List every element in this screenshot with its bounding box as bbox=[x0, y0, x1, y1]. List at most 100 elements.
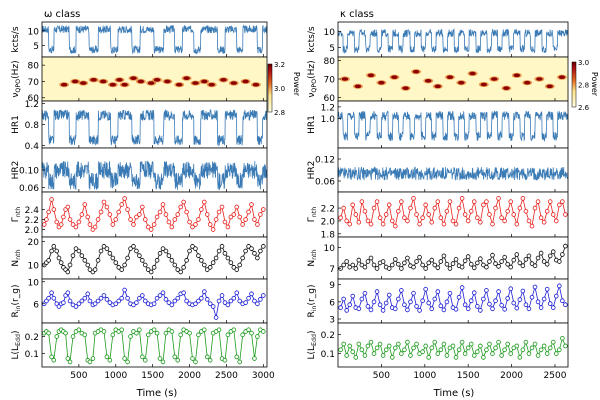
kappa-lum-point-70 bbox=[550, 339, 556, 345]
omega-gamma-point-73 bbox=[249, 202, 254, 207]
omega-gamma-point-52 bbox=[187, 219, 192, 225]
omega-nnth-point-50 bbox=[181, 265, 186, 270]
omega-lum-point-77 bbox=[261, 329, 266, 334]
omega-rin-point-15 bbox=[79, 298, 85, 304]
kappa-gamma-point-7 bbox=[359, 199, 365, 204]
omega-gamma-point-56 bbox=[199, 207, 204, 212]
omega-nnth-point-47 bbox=[172, 262, 178, 268]
omega-nnth-point-56 bbox=[199, 258, 204, 263]
omega-gamma-point-12 bbox=[70, 222, 76, 227]
kappa-nnth-point-34 bbox=[441, 253, 447, 259]
kappa-lum-point-28 bbox=[423, 343, 428, 349]
kappa-lum-point-51 bbox=[493, 345, 498, 351]
kappa-nnth-point-51 bbox=[493, 261, 498, 266]
kappa-lum-point-58 bbox=[514, 343, 520, 349]
kappa-rin-point-70 bbox=[550, 305, 556, 310]
kappa-lum-point-42 bbox=[465, 345, 471, 351]
kappa-lum-point-7 bbox=[359, 347, 365, 353]
kappa-lum-point-68 bbox=[544, 351, 550, 356]
kappa-rin-point-28 bbox=[423, 286, 428, 292]
kappa-rin-point-12 bbox=[374, 289, 380, 294]
omega-nnth-point-33 bbox=[131, 244, 136, 249]
omega-rin-point-29 bbox=[119, 295, 124, 301]
omega-lum-point-32 bbox=[128, 334, 133, 339]
kappa-nnth-point-73 bbox=[560, 252, 565, 257]
omega-gamma-point-42 bbox=[157, 209, 163, 215]
omega-nnth-point-70 bbox=[240, 255, 245, 261]
kappa-gamma-point-27 bbox=[420, 215, 425, 221]
kappa-nnth-point-10 bbox=[368, 255, 374, 261]
kappa-qpo-peak-17 bbox=[536, 77, 543, 81]
kappa-lum-point-2 bbox=[344, 353, 349, 358]
omega-gamma-point-20 bbox=[92, 224, 98, 230]
kappa-rin-point-59 bbox=[517, 297, 523, 302]
omega-lum-point-41 bbox=[154, 330, 160, 336]
kappa-nnth-point-55 bbox=[505, 261, 510, 267]
kappa-panel-qpo: 3.0 2.8 2.6 60 70 80 νQPO(Hz) bbox=[307, 56, 590, 112]
omega-qpo-peak-3 bbox=[90, 78, 97, 82]
omega-rin-point-56 bbox=[199, 295, 204, 301]
omega-rin-point-17 bbox=[85, 291, 91, 297]
omega-colorbar-label: Power bbox=[292, 72, 301, 97]
omega-nnth-point-76 bbox=[258, 248, 263, 254]
kappa-nnth-point-59 bbox=[517, 260, 523, 266]
kappa-hr1-series-line bbox=[337, 110, 569, 142]
omega-hr1-ytick-label-2: 1.2 bbox=[25, 100, 39, 110]
omega-nnth-point-36 bbox=[140, 258, 145, 263]
omega-xaxis-label: Time (s) bbox=[136, 388, 178, 399]
omega-gamma-point-1 bbox=[44, 217, 49, 222]
kappa-nnth-point-38 bbox=[453, 257, 459, 262]
omega-lum-point-67 bbox=[231, 327, 237, 333]
omega-rin-point-23 bbox=[101, 293, 107, 298]
omega-panel-rate: 5 10 kcts/s bbox=[11, 21, 268, 58]
omega-lum-point-58 bbox=[204, 354, 210, 360]
kappa-nnth-point-44 bbox=[471, 265, 477, 271]
kappa-nnth-point-41 bbox=[462, 258, 468, 264]
kappa-nnth-point-3 bbox=[347, 264, 353, 270]
kappa-rin-point-40 bbox=[459, 285, 465, 290]
omega-gamma-point-45 bbox=[166, 219, 172, 225]
kappa-hr1-ytick-label-0: 1.0 bbox=[321, 115, 336, 125]
omega-lum-point-54 bbox=[193, 359, 198, 365]
kappa-gamma-point-51 bbox=[493, 205, 498, 211]
omega-gamma-point-16 bbox=[82, 202, 88, 207]
omega-nnth-point-20 bbox=[92, 267, 98, 272]
kappa-nnth-point-46 bbox=[478, 256, 483, 262]
omega-gamma-point-76 bbox=[258, 212, 263, 217]
kappa-lum-point-14 bbox=[380, 353, 386, 358]
kappa-lum-point-47 bbox=[481, 355, 486, 360]
omega-rin-point-76 bbox=[258, 297, 263, 302]
kappa-rin-point-42 bbox=[465, 306, 471, 312]
omega-rin-point-11 bbox=[67, 298, 73, 304]
omega-nnth-point-5 bbox=[54, 248, 60, 254]
kappa-gamma-point-70 bbox=[550, 212, 556, 217]
omega-lum-point-55 bbox=[196, 332, 201, 338]
omega-gamma-point-14 bbox=[76, 219, 82, 225]
kappa-nnth-point-68 bbox=[544, 261, 550, 267]
kappa-hr2-series-line bbox=[337, 166, 569, 181]
omega-gamma-point-51 bbox=[184, 209, 189, 215]
kappa-lum-axes-frame bbox=[337, 322, 569, 368]
omega-nnth-point-55 bbox=[196, 253, 201, 258]
omega-rin-point-61 bbox=[213, 315, 219, 320]
kappa-rate-ytick-label-1: 10 bbox=[324, 28, 336, 38]
omega-rin-point-64 bbox=[222, 300, 228, 305]
omega-rin-point-36 bbox=[140, 293, 145, 298]
omega-gamma-point-61 bbox=[213, 217, 219, 222]
kappa-lum-point-73 bbox=[560, 336, 565, 341]
omega-nnth-point-57 bbox=[201, 262, 207, 268]
omega-rin-point-54 bbox=[193, 301, 198, 307]
kappa-gamma-point-53 bbox=[499, 215, 504, 221]
kappa-nnth-point-6 bbox=[356, 257, 362, 263]
omega-rate-series-line bbox=[41, 24, 268, 55]
kappa-rin-point-67 bbox=[541, 296, 547, 302]
kappa-lum-point-49 bbox=[487, 341, 492, 347]
kappa-nnth-point-64 bbox=[532, 263, 538, 269]
kappa-gamma-point-3 bbox=[347, 221, 353, 227]
kappa-lum-point-65 bbox=[535, 353, 541, 358]
kappa-qpo-peak-6 bbox=[412, 69, 420, 74]
omega-gamma-point-30 bbox=[122, 196, 127, 201]
kappa-rin-point-56 bbox=[508, 286, 514, 292]
kappa-gamma-ytick-label-0: 1.8 bbox=[321, 230, 336, 240]
